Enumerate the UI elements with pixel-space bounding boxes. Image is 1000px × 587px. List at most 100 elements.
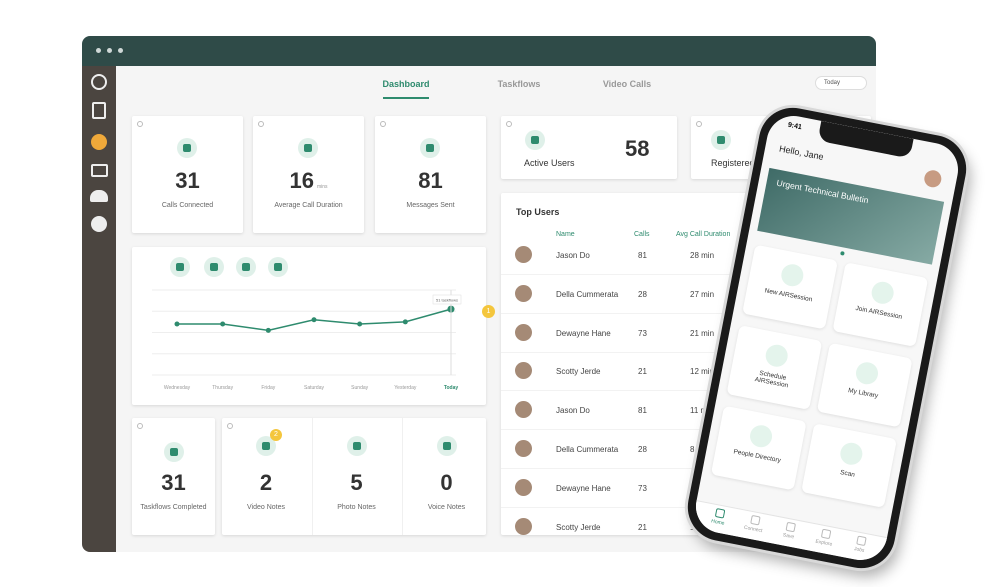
stat-label: Average Call Duration bbox=[274, 202, 343, 209]
column-header[interactable]: Calls bbox=[634, 231, 650, 238]
tile-label: Join AIRSession bbox=[854, 304, 903, 321]
tile-label: My Library bbox=[847, 387, 879, 400]
table-cell: 21 bbox=[638, 367, 647, 377]
stat-value: 31 bbox=[132, 168, 243, 194]
table-cell: Della Cummerata bbox=[556, 289, 619, 299]
profile-icon[interactable] bbox=[91, 74, 107, 90]
note: 5 Photo Notes bbox=[312, 418, 400, 535]
app-tile[interactable]: Join AIRSession bbox=[832, 262, 929, 347]
tile-icon bbox=[869, 279, 896, 306]
user-avatar bbox=[515, 284, 532, 302]
table-cell: 12 min bbox=[690, 367, 715, 377]
info-icon bbox=[258, 121, 264, 127]
note-icon bbox=[347, 436, 367, 456]
table-row: Della Cummerata 28 27 min bbox=[501, 276, 871, 314]
tile-icon bbox=[779, 262, 806, 289]
stat-card: 31 Calls Connected bbox=[132, 116, 243, 233]
tile-label: People Directory bbox=[732, 448, 782, 465]
table-cell: Dewayne Hane bbox=[556, 328, 611, 338]
folder-icon[interactable] bbox=[91, 164, 108, 177]
note-badge: 2 bbox=[270, 429, 282, 441]
chart-card: Wednesday Thursday Friday Saturday Sunday Yes… bbox=[132, 247, 486, 405]
note-label: Voice Notes bbox=[427, 504, 466, 511]
stat-number: 16 bbox=[289, 168, 314, 193]
column-header[interactable]: Name bbox=[556, 231, 575, 238]
data-point bbox=[357, 321, 363, 327]
tooltip-box bbox=[432, 294, 462, 305]
stat-icon bbox=[177, 138, 197, 158]
x-tick-label: Sunday bbox=[351, 385, 368, 391]
data-point bbox=[311, 317, 317, 323]
tab-bar: Dashboard Taskflows Video Calls bbox=[116, 66, 876, 100]
app-tile[interactable]: Schedule AIRSession bbox=[726, 325, 823, 410]
user-avatar bbox=[515, 323, 532, 341]
table-cell: 21 bbox=[638, 522, 647, 532]
note-icon bbox=[256, 436, 276, 456]
tile-label: Schedule AIRSession bbox=[754, 369, 789, 390]
app-tile[interactable]: New AIRSession bbox=[742, 244, 838, 330]
user-avatar bbox=[515, 517, 532, 535]
note-icon bbox=[437, 436, 457, 456]
greeting: Hello, Jane bbox=[778, 143, 825, 162]
user-avatar bbox=[515, 401, 532, 419]
tab-underline bbox=[383, 97, 429, 99]
users-value: 58 bbox=[625, 136, 650, 161]
clipboard-icon[interactable] bbox=[92, 102, 106, 119]
app-tile[interactable]: Scan bbox=[801, 423, 897, 508]
tab[interactable]: Taskflows bbox=[497, 79, 541, 89]
info-icon bbox=[137, 121, 143, 127]
note-value: 5 bbox=[350, 470, 363, 495]
tile-label: New AIRSession bbox=[763, 287, 813, 304]
stat-value: 81 bbox=[375, 168, 486, 194]
data-point bbox=[402, 319, 408, 325]
app-tile[interactable]: My Library bbox=[816, 342, 913, 428]
taskflows-card: 31 Taskflows Completed bbox=[132, 418, 215, 535]
table-cell: Dewayne Hane bbox=[556, 483, 611, 493]
tile-icon bbox=[748, 423, 774, 450]
active-users-card: Active Users 58 bbox=[501, 116, 677, 179]
column-header[interactable]: Avg Call Duration bbox=[676, 231, 731, 238]
date-filter[interactable]: Today bbox=[815, 76, 867, 90]
stat-unit: mins bbox=[316, 184, 328, 190]
table-cell: 73 bbox=[638, 328, 647, 338]
table-cell: 27 min bbox=[690, 289, 715, 299]
table-cell: 28 min bbox=[690, 251, 715, 260]
data-point bbox=[174, 321, 180, 327]
sidebar bbox=[82, 66, 116, 552]
table-cell: Scotty Jerde bbox=[556, 367, 601, 377]
avatar[interactable] bbox=[922, 168, 943, 189]
stat-label: Calls Connected bbox=[161, 202, 214, 209]
reports-icon[interactable] bbox=[91, 134, 107, 150]
tab[interactable]: Video Calls bbox=[602, 79, 652, 89]
table-cell: 81 bbox=[638, 406, 647, 416]
info-icon bbox=[380, 121, 386, 127]
users-label: Active Users bbox=[524, 158, 575, 168]
x-tick-label: Yesterday bbox=[394, 385, 417, 391]
title-bar bbox=[82, 36, 876, 66]
table-cell: 21 min bbox=[690, 328, 715, 338]
tooltip: 51 taskflows bbox=[436, 298, 458, 303]
table-cell: Della Cummerata bbox=[556, 445, 619, 454]
tab[interactable]: Dashboard bbox=[382, 79, 430, 89]
stat-number: 81 bbox=[418, 168, 443, 193]
note-value: 0 bbox=[440, 470, 453, 495]
settings-icon[interactable] bbox=[91, 216, 107, 232]
table-cell: Scotty Jerde bbox=[556, 522, 601, 532]
table-row: Jason Do 81 11 min bbox=[501, 392, 871, 431]
tile-icon bbox=[854, 360, 880, 387]
nav-icon bbox=[749, 514, 761, 526]
stat-value: 16 mins bbox=[253, 168, 364, 194]
status-time: 9:41 bbox=[787, 121, 803, 132]
tile-icon bbox=[838, 440, 865, 467]
table-cell: 11 min bbox=[690, 406, 714, 416]
users-icon[interactable] bbox=[90, 190, 108, 202]
app-tile[interactable]: People Directory bbox=[710, 405, 807, 491]
x-tick-label: Thursday bbox=[212, 385, 233, 391]
users-label: Registered Users bbox=[711, 158, 781, 168]
stat-icon bbox=[298, 138, 318, 158]
data-point bbox=[220, 321, 226, 327]
user-avatar bbox=[515, 246, 532, 263]
nav-icon bbox=[784, 521, 796, 533]
x-tick-label: Saturday bbox=[304, 385, 325, 391]
